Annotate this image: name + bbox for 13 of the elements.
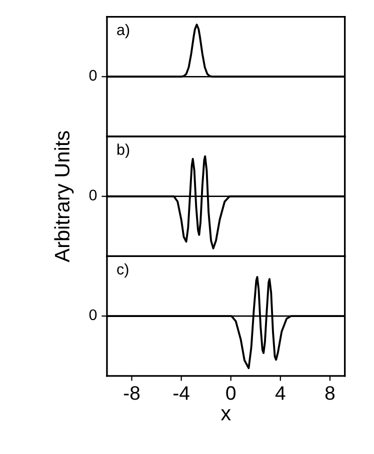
annotation: b) (117, 144, 130, 158)
text: 0 (89, 70, 97, 81)
text: 0 (89, 309, 97, 320)
x-tick-label: 4 (275, 386, 286, 400)
annotation: c) (117, 263, 128, 278)
x-tick-label: -8 (124, 386, 140, 400)
x-axis-title: x (220, 409, 231, 420)
text: 0 (89, 190, 97, 200)
x-tick-label: 8 (325, 386, 335, 400)
y-axis-title: Arbitrary Units (54, 131, 74, 262)
annotation: a) (117, 24, 130, 38)
x-tick-label: 0 (226, 386, 236, 400)
x-tick-label: -4 (174, 386, 190, 400)
